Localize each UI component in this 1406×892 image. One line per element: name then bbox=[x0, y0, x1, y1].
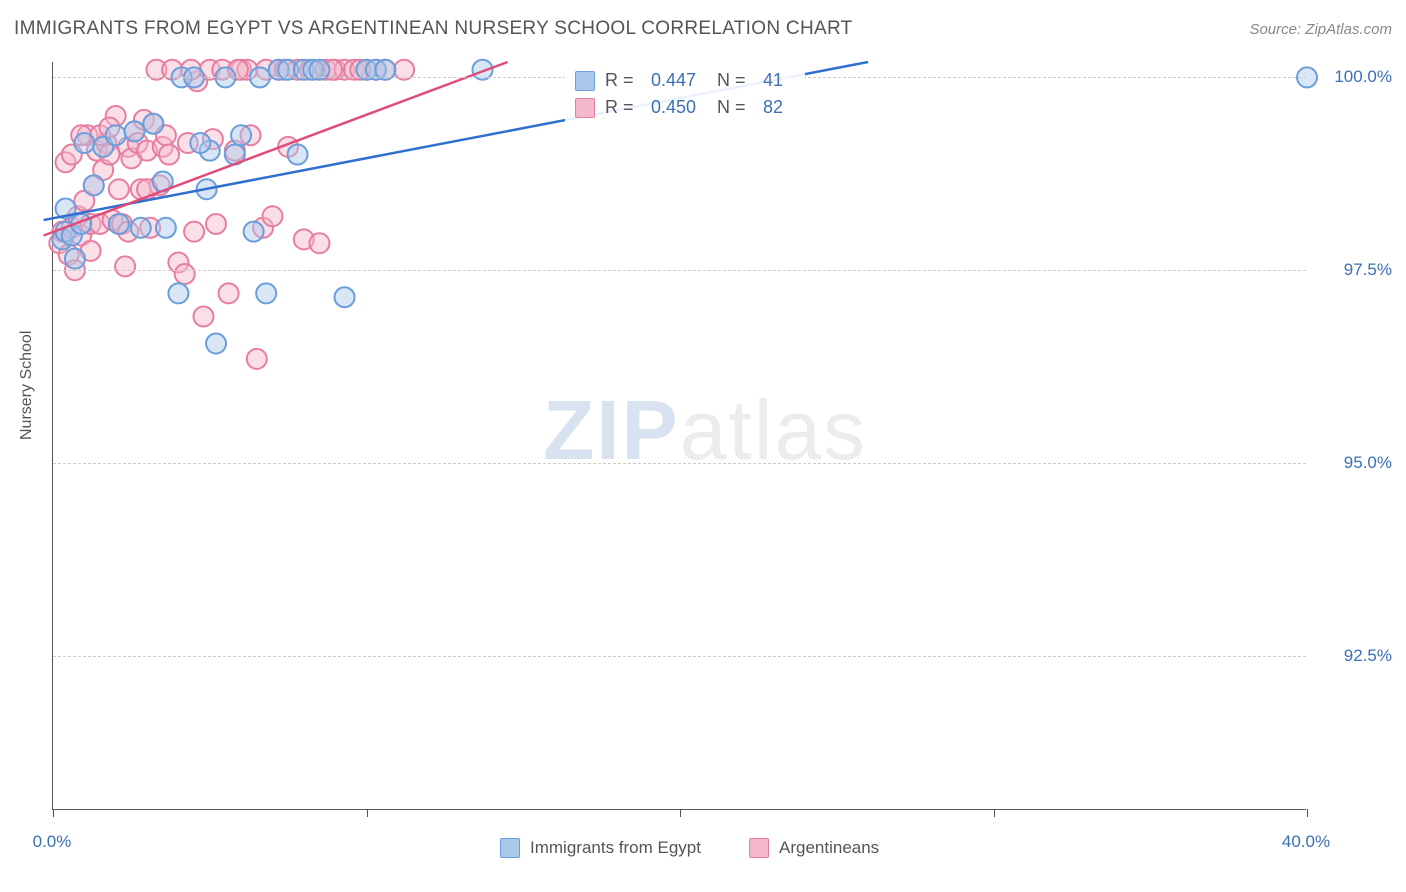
legend-item: Argentineans bbox=[749, 838, 879, 858]
chart-title: IMMIGRANTS FROM EGYPT VS ARGENTINEAN NUR… bbox=[14, 18, 853, 40]
scatter-point bbox=[156, 218, 176, 238]
y-tick-label: 97.5% bbox=[1344, 260, 1392, 280]
x-tick bbox=[1307, 809, 1308, 817]
stats-n-label: N = bbox=[717, 70, 755, 91]
legend-bottom: Immigrants from Egypt Argentineans bbox=[500, 838, 879, 858]
scatter-point bbox=[190, 133, 210, 153]
scatter-point bbox=[184, 222, 204, 242]
gridline-h bbox=[53, 656, 1306, 657]
stats-r-label: R = bbox=[605, 97, 643, 118]
scatter-point bbox=[256, 283, 276, 303]
scatter-point bbox=[206, 214, 226, 234]
stats-box: R = 0.447 N = 41 R = 0.450 N = 82 bbox=[565, 66, 805, 122]
legend-swatch bbox=[749, 838, 769, 858]
legend-item: Immigrants from Egypt bbox=[500, 838, 701, 858]
scatter-point bbox=[231, 125, 251, 145]
scatter-point bbox=[65, 249, 85, 269]
scatter-point bbox=[84, 175, 104, 195]
chart-svg bbox=[53, 62, 1306, 809]
scatter-point bbox=[106, 125, 126, 145]
scatter-point bbox=[219, 283, 239, 303]
y-tick-label: 95.0% bbox=[1344, 453, 1392, 473]
scatter-point bbox=[74, 133, 94, 153]
x-tick-label: 0.0% bbox=[33, 832, 72, 852]
stats-n-label: N = bbox=[717, 97, 755, 118]
scatter-point bbox=[168, 283, 188, 303]
stats-swatch bbox=[575, 98, 595, 118]
stats-n-value: 82 bbox=[763, 97, 795, 118]
scatter-point bbox=[109, 214, 129, 234]
scatter-point bbox=[109, 179, 129, 199]
scatter-point bbox=[244, 222, 264, 242]
scatter-point bbox=[115, 256, 135, 276]
plot-area: ZIPatlas 92.5%95.0%97.5%100.0% bbox=[52, 62, 1306, 810]
stats-swatch bbox=[575, 71, 595, 91]
source-label: Source: ZipAtlas.com bbox=[1249, 21, 1392, 38]
y-tick-label: 100.0% bbox=[1334, 67, 1392, 87]
gridline-h bbox=[53, 270, 1306, 271]
title-bar: IMMIGRANTS FROM EGYPT VS ARGENTINEAN NUR… bbox=[14, 18, 1392, 40]
scatter-point bbox=[247, 349, 267, 369]
y-axis-title: Nursery School bbox=[18, 331, 36, 440]
legend-label: Argentineans bbox=[779, 838, 879, 858]
gridline-h bbox=[53, 463, 1306, 464]
legend-swatch bbox=[500, 838, 520, 858]
stats-n-value: 41 bbox=[763, 70, 795, 91]
y-tick-label: 92.5% bbox=[1344, 646, 1392, 666]
x-tick bbox=[53, 809, 54, 817]
scatter-point bbox=[143, 114, 163, 134]
legend-label: Immigrants from Egypt bbox=[530, 838, 701, 858]
x-tick bbox=[994, 809, 995, 817]
scatter-point bbox=[206, 333, 226, 353]
x-tick bbox=[367, 809, 368, 817]
scatter-point bbox=[262, 206, 282, 226]
scatter-point bbox=[159, 145, 179, 165]
scatter-point bbox=[309, 233, 329, 253]
scatter-point bbox=[288, 145, 308, 165]
scatter-point bbox=[335, 287, 355, 307]
x-tick-label: 40.0% bbox=[1282, 832, 1330, 852]
scatter-point bbox=[131, 218, 151, 238]
scatter-point bbox=[193, 306, 213, 326]
stats-r-value: 0.447 bbox=[651, 70, 709, 91]
stats-r-value: 0.450 bbox=[651, 97, 709, 118]
x-tick bbox=[680, 809, 681, 817]
scatter-point bbox=[175, 264, 195, 284]
stats-r-label: R = bbox=[605, 70, 643, 91]
scatter-point bbox=[125, 121, 145, 141]
